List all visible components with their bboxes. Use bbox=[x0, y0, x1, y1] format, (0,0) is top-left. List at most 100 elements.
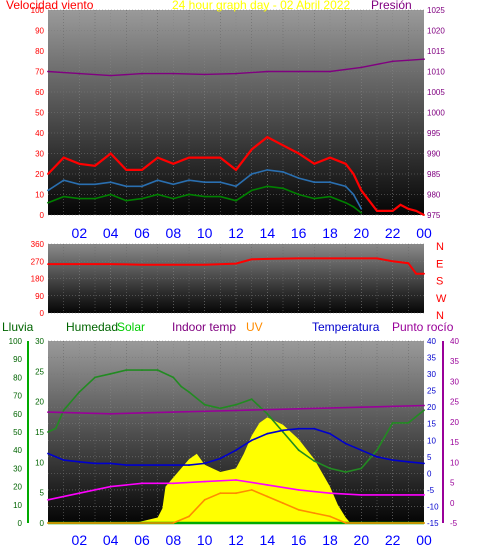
wind-point bbox=[109, 152, 112, 155]
humedad-point bbox=[62, 409, 65, 412]
wind-y-tick-label: 0 bbox=[40, 211, 45, 220]
temperatura-point bbox=[282, 429, 284, 432]
humedad-point bbox=[172, 376, 175, 379]
rain-y-tick-label: 10 bbox=[35, 458, 44, 467]
wind-point bbox=[376, 210, 378, 212]
temperature-x-tick-label: 06 bbox=[134, 532, 150, 548]
humidity-y-tick-label: 90 bbox=[13, 355, 22, 364]
wind-point bbox=[266, 169, 269, 171]
wind-y-tick-label: 10 bbox=[35, 191, 44, 200]
direction-y-tick-label: 360 bbox=[31, 240, 45, 249]
wind-point bbox=[407, 207, 410, 210]
wind-point bbox=[172, 183, 175, 186]
wind-direction-point bbox=[423, 272, 425, 275]
wind-x-axis: 02 04 06 08 10 12 14 16 18 20 22 00 bbox=[72, 225, 432, 241]
legend-temperature: Temperatura bbox=[312, 320, 380, 334]
humedad-point bbox=[423, 409, 425, 412]
temperature-solar-panel: 0102030405060708090100051015202530-15-10… bbox=[2, 320, 459, 548]
wind-y-tick-label: 40 bbox=[35, 129, 44, 138]
temperature-axes: 0102030405060708090100051015202530-15-10… bbox=[9, 337, 460, 528]
wind-x-tick-label: 02 bbox=[72, 225, 88, 241]
wind-direction-point bbox=[415, 272, 418, 275]
uv-point bbox=[219, 492, 222, 495]
wind-y-tick-label: 90 bbox=[35, 27, 44, 36]
temperature-x-tick-label: 14 bbox=[260, 532, 276, 548]
humedad-point bbox=[282, 431, 284, 433]
punto-roc-o-point bbox=[297, 407, 300, 410]
humedad-point bbox=[203, 403, 206, 406]
wind-direction-point bbox=[376, 257, 378, 260]
uv-point bbox=[282, 502, 284, 504]
indoor-temp-point bbox=[203, 480, 206, 483]
wind-point bbox=[141, 185, 143, 188]
wind-point bbox=[78, 197, 81, 200]
punto-roc-o-point bbox=[360, 406, 363, 409]
temperatura-point bbox=[266, 432, 269, 435]
temperature-x-tick-label: 04 bbox=[103, 532, 119, 548]
wind-point bbox=[352, 193, 355, 196]
wind-direction-point bbox=[266, 258, 269, 260]
humidity-y-tick-label: 10 bbox=[13, 501, 22, 510]
wind-point bbox=[188, 179, 190, 182]
direction-plot-background bbox=[48, 244, 424, 313]
wind-direction-point bbox=[109, 263, 112, 265]
temperatura-point bbox=[109, 462, 112, 465]
humedad-point bbox=[141, 369, 143, 371]
indoor-temp-point bbox=[423, 494, 425, 496]
wind-point bbox=[344, 201, 347, 204]
wind-point bbox=[109, 181, 112, 184]
humidity-y-tick-label: 0 bbox=[18, 519, 23, 528]
compass-label: N bbox=[436, 310, 444, 322]
wind-point bbox=[94, 183, 96, 186]
wind-point bbox=[313, 162, 316, 165]
direction-y-tick-label: 90 bbox=[35, 292, 44, 301]
punto-roc-o-point bbox=[109, 412, 112, 415]
dewpoint-y-tick-label: 35 bbox=[450, 357, 459, 366]
wind-point bbox=[94, 197, 96, 200]
wind-point bbox=[235, 169, 237, 171]
wind-point bbox=[219, 156, 222, 159]
wind-point bbox=[188, 156, 190, 159]
pressure-point bbox=[47, 70, 49, 73]
humedad-point bbox=[360, 467, 363, 470]
temperature-x-tick-label: 10 bbox=[197, 532, 213, 548]
uv-point bbox=[188, 515, 190, 518]
pressure-y-tick-label: 985 bbox=[427, 170, 441, 179]
uv-point bbox=[172, 522, 175, 524]
wind-direction-point bbox=[250, 258, 253, 261]
wind-point bbox=[172, 197, 175, 200]
uv-point bbox=[297, 508, 300, 511]
temperatura-point bbox=[172, 464, 175, 466]
rain-y-tick-label: 5 bbox=[40, 489, 45, 498]
wind-x-tick-label: 08 bbox=[166, 225, 182, 241]
wind-point bbox=[297, 193, 300, 196]
punto-roc-o-point bbox=[172, 411, 175, 413]
temperature-x-tick-label: 12 bbox=[228, 532, 244, 548]
temperatura-point bbox=[125, 464, 128, 466]
temperatura-point bbox=[250, 439, 253, 442]
pressure-y-tick-label: 1000 bbox=[427, 109, 445, 118]
dewpoint-y-tick-label: 0 bbox=[450, 499, 455, 508]
wind-direction-point bbox=[78, 263, 81, 265]
indoor-temp-point bbox=[391, 494, 394, 496]
indoor-temp-point bbox=[329, 492, 331, 495]
pressure-y-tick-label: 1025 bbox=[427, 6, 445, 15]
wind-point bbox=[141, 169, 143, 171]
temperature-x-tick-label: 00 bbox=[416, 532, 432, 548]
dewpoint-y-tick-label: 20 bbox=[450, 418, 459, 427]
wind-x-tick-label: 22 bbox=[385, 225, 401, 241]
humedad-point bbox=[235, 403, 237, 406]
direction-series bbox=[47, 257, 425, 275]
pressure-y-axis: 975 980 985 990 995 1000 1005 1010 1015 1020 1025 bbox=[427, 6, 445, 220]
pressure-y-tick-label: 995 bbox=[427, 129, 441, 138]
temperature-x-tick-label: 20 bbox=[354, 532, 370, 548]
direction-y-axis: 0 90 180 270 360 bbox=[31, 240, 45, 318]
wind-point bbox=[78, 162, 81, 165]
pressure-point bbox=[391, 60, 394, 63]
temperature-y-tick-label: -10 bbox=[427, 502, 439, 511]
wind-y-axis: 0 10 20 30 40 50 60 70 80 90 100 bbox=[31, 6, 45, 220]
wind-point bbox=[313, 197, 316, 200]
wind-series-line-0 bbox=[47, 135, 425, 216]
